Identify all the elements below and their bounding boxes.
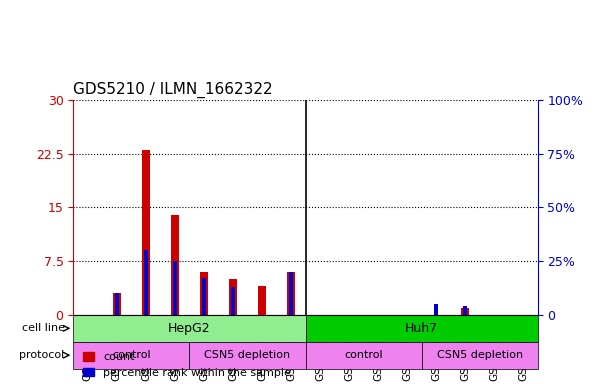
Bar — [231, 287, 235, 315]
Text: protocol: protocol — [20, 350, 65, 360]
Bar — [142, 150, 150, 315]
Bar — [170, 215, 179, 315]
Bar — [112, 293, 121, 315]
FancyBboxPatch shape — [306, 315, 538, 342]
FancyBboxPatch shape — [73, 342, 189, 369]
Text: cell line: cell line — [21, 323, 65, 333]
FancyBboxPatch shape — [422, 342, 538, 369]
FancyBboxPatch shape — [189, 342, 306, 369]
Text: control: control — [344, 350, 383, 360]
Text: CSN5 depletion: CSN5 depletion — [437, 350, 522, 360]
Bar — [144, 250, 148, 315]
Bar — [287, 272, 295, 315]
Text: GDS5210 / ILMN_1662322: GDS5210 / ILMN_1662322 — [73, 82, 273, 98]
Text: control: control — [112, 350, 151, 360]
Legend: count, percentile rank within the sample: count, percentile rank within the sample — [79, 348, 296, 382]
Bar — [463, 306, 467, 315]
FancyBboxPatch shape — [73, 315, 306, 342]
Text: CSN5 depletion: CSN5 depletion — [205, 350, 290, 360]
Bar — [200, 272, 208, 315]
Text: HepG2: HepG2 — [168, 322, 211, 335]
Bar — [229, 279, 237, 315]
Text: Huh7: Huh7 — [405, 322, 438, 335]
Bar — [202, 278, 206, 315]
Bar — [173, 261, 177, 315]
Bar — [115, 293, 119, 315]
Bar — [434, 304, 438, 315]
Bar — [289, 272, 293, 315]
Bar — [258, 286, 266, 315]
Bar — [461, 308, 469, 315]
FancyBboxPatch shape — [306, 342, 422, 369]
